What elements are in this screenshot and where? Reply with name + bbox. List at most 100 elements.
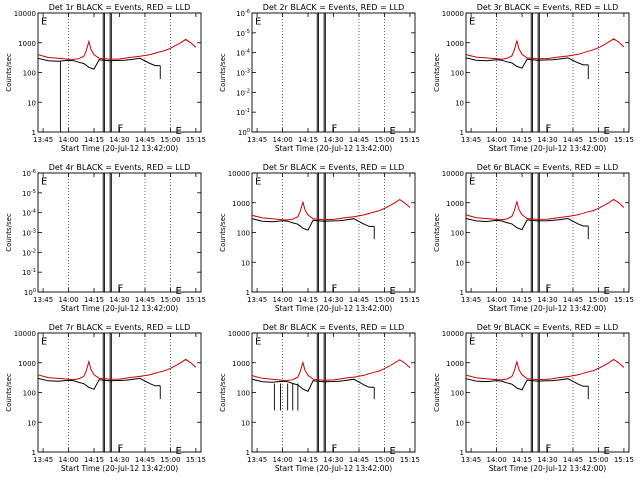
x-axis-label: Start Time (20-Jul-12 13:42:00) [489, 304, 606, 313]
y-tick-label: 100 [23, 390, 36, 398]
plot-frame [465, 12, 630, 133]
y-axis-label: Counts/sec [219, 213, 227, 252]
y-tick-label: 1000 [446, 200, 464, 208]
x-axis-label: Start Time (20-Jul-12 13:42:00) [61, 464, 178, 473]
x-tick-label: 15:00 [160, 136, 180, 144]
lld-series-line [37, 358, 197, 381]
segment-marker: F [117, 123, 123, 134]
y-tick-label: 10 [455, 419, 464, 427]
segment-marker: E [255, 336, 261, 347]
y-tick-label: 100 [451, 230, 464, 238]
segment-marker: E [176, 126, 182, 137]
x-tick-label: 14:45 [563, 296, 583, 304]
x-tick-label: 14:30 [109, 456, 129, 464]
y-tick-label: 10-4 [236, 49, 250, 58]
y-tick-label: 100 [237, 230, 250, 238]
x-tick-label: 14:00 [272, 136, 292, 144]
segment-marker: E [390, 446, 396, 457]
panel-title: Det 7r BLACK = Events, RED = LLD [49, 323, 191, 332]
x-tick-label: 15:00 [374, 456, 394, 464]
panel-title: Det 8r BLACK = Events, RED = LLD [263, 323, 405, 332]
segment-marker: E [255, 176, 261, 187]
x-tick-label: 13:45 [461, 296, 481, 304]
y-tick-label: 1 [32, 129, 36, 137]
lld-series-line [465, 38, 625, 60]
segment-marker: E [176, 286, 182, 297]
y-tick-label: 10000 [14, 330, 36, 338]
x-axis-label: Start Time (20-Jul-12 13:42:00) [489, 144, 606, 153]
y-tick-label: 10000 [228, 170, 250, 178]
x-tick-label: 15:15 [400, 456, 420, 464]
events-series-line [251, 378, 375, 392]
x-tick-label: 13:45 [33, 456, 53, 464]
x-tick-label: 14:15 [84, 296, 104, 304]
segment-marker: E [604, 126, 610, 137]
segment-marker: E [41, 176, 47, 187]
plot-frame [465, 172, 630, 293]
y-axis-label: Counts/sec [433, 53, 441, 92]
x-tick-label: 15:00 [588, 296, 608, 304]
y-tick-label: 10-2 [236, 88, 250, 97]
x-tick-label: 14:45 [563, 136, 583, 144]
x-tick-label: 15:15 [186, 456, 206, 464]
lld-series-line [251, 199, 411, 221]
segment-marker: E [390, 126, 396, 137]
y-tick-label: 1000 [232, 360, 250, 368]
y-tick-label: 10-6 [236, 9, 250, 18]
x-tick-label: 14:15 [512, 456, 532, 464]
x-tick-label: 14:45 [349, 456, 369, 464]
x-tick-label: 13:45 [247, 136, 267, 144]
x-tick-label: 14:15 [298, 136, 318, 144]
y-tick-label: 100 [23, 70, 36, 78]
segment-marker: E [469, 336, 475, 347]
x-axis-label: Start Time (20-Jul-12 13:42:00) [275, 144, 392, 153]
x-tick-label: 14:30 [109, 296, 129, 304]
x-tick-label: 14:00 [58, 456, 78, 464]
x-tick-label: 14:30 [537, 456, 557, 464]
detector-panel-9: Det 9r BLACK = Events, RED = LLD 1 10 100 10… [433, 323, 634, 473]
x-tick-label: 14:00 [486, 296, 506, 304]
y-tick-label: 10000 [442, 10, 464, 18]
y-tick-label: 1000 [446, 360, 464, 368]
y-axis-label: Counts/sec [433, 373, 441, 412]
panel-title: Det 5r BLACK = Events, RED = LLD [263, 163, 405, 172]
y-axis-label: Counts/sec [5, 53, 13, 92]
segment-marker: E [41, 336, 47, 347]
y-tick-label: 10 [241, 419, 250, 427]
segment-marker: F [331, 283, 337, 294]
x-tick-label: 14:00 [58, 296, 78, 304]
detector-panel-5: Det 5r BLACK = Events, RED = LLD 1 10 100 10… [219, 163, 420, 313]
y-tick-label: 10000 [442, 330, 464, 338]
y-tick-label: 1 [460, 289, 464, 297]
x-tick-label: 15:15 [400, 296, 420, 304]
detector-panel-8: Det 8r BLACK = Events, RED = LLD 1 10 100 10… [219, 323, 420, 473]
x-tick-label: 13:45 [33, 296, 53, 304]
plot-frame [465, 332, 630, 453]
x-tick-label: 14:45 [135, 456, 155, 464]
segment-marker: F [331, 123, 337, 134]
y-tick-label: 1000 [18, 40, 36, 48]
y-axis-label: Counts/sec [5, 213, 13, 252]
plot-frame [37, 12, 202, 133]
x-tick-label: 15:00 [374, 296, 394, 304]
x-axis-label: Start Time (20-Jul-12 13:42:00) [61, 304, 178, 313]
x-tick-label: 15:00 [160, 456, 180, 464]
x-tick-label: 14:00 [486, 136, 506, 144]
detector-panel-6: Det 6r BLACK = Events, RED = LLD 1 10 100 10… [433, 163, 634, 313]
y-axis-label: Counts/sec [219, 373, 227, 412]
x-tick-label: 14:30 [537, 136, 557, 144]
segment-marker: F [545, 283, 551, 294]
x-tick-label: 15:00 [588, 136, 608, 144]
detector-panel-4: Det 4r BLACK = Events, RED = LLD 100 10-1 1… [5, 163, 206, 313]
x-tick-label: 14:30 [323, 456, 343, 464]
y-tick-label: 10-3 [22, 229, 36, 238]
x-tick-label: 14:45 [349, 136, 369, 144]
segment-marker: F [545, 123, 551, 134]
x-tick-label: 15:15 [614, 296, 634, 304]
segment-marker: E [604, 446, 610, 457]
x-tick-label: 14:15 [512, 296, 532, 304]
x-tick-label: 14:30 [323, 296, 343, 304]
y-tick-label: 10 [455, 99, 464, 107]
y-tick-label: 10000 [14, 10, 36, 18]
